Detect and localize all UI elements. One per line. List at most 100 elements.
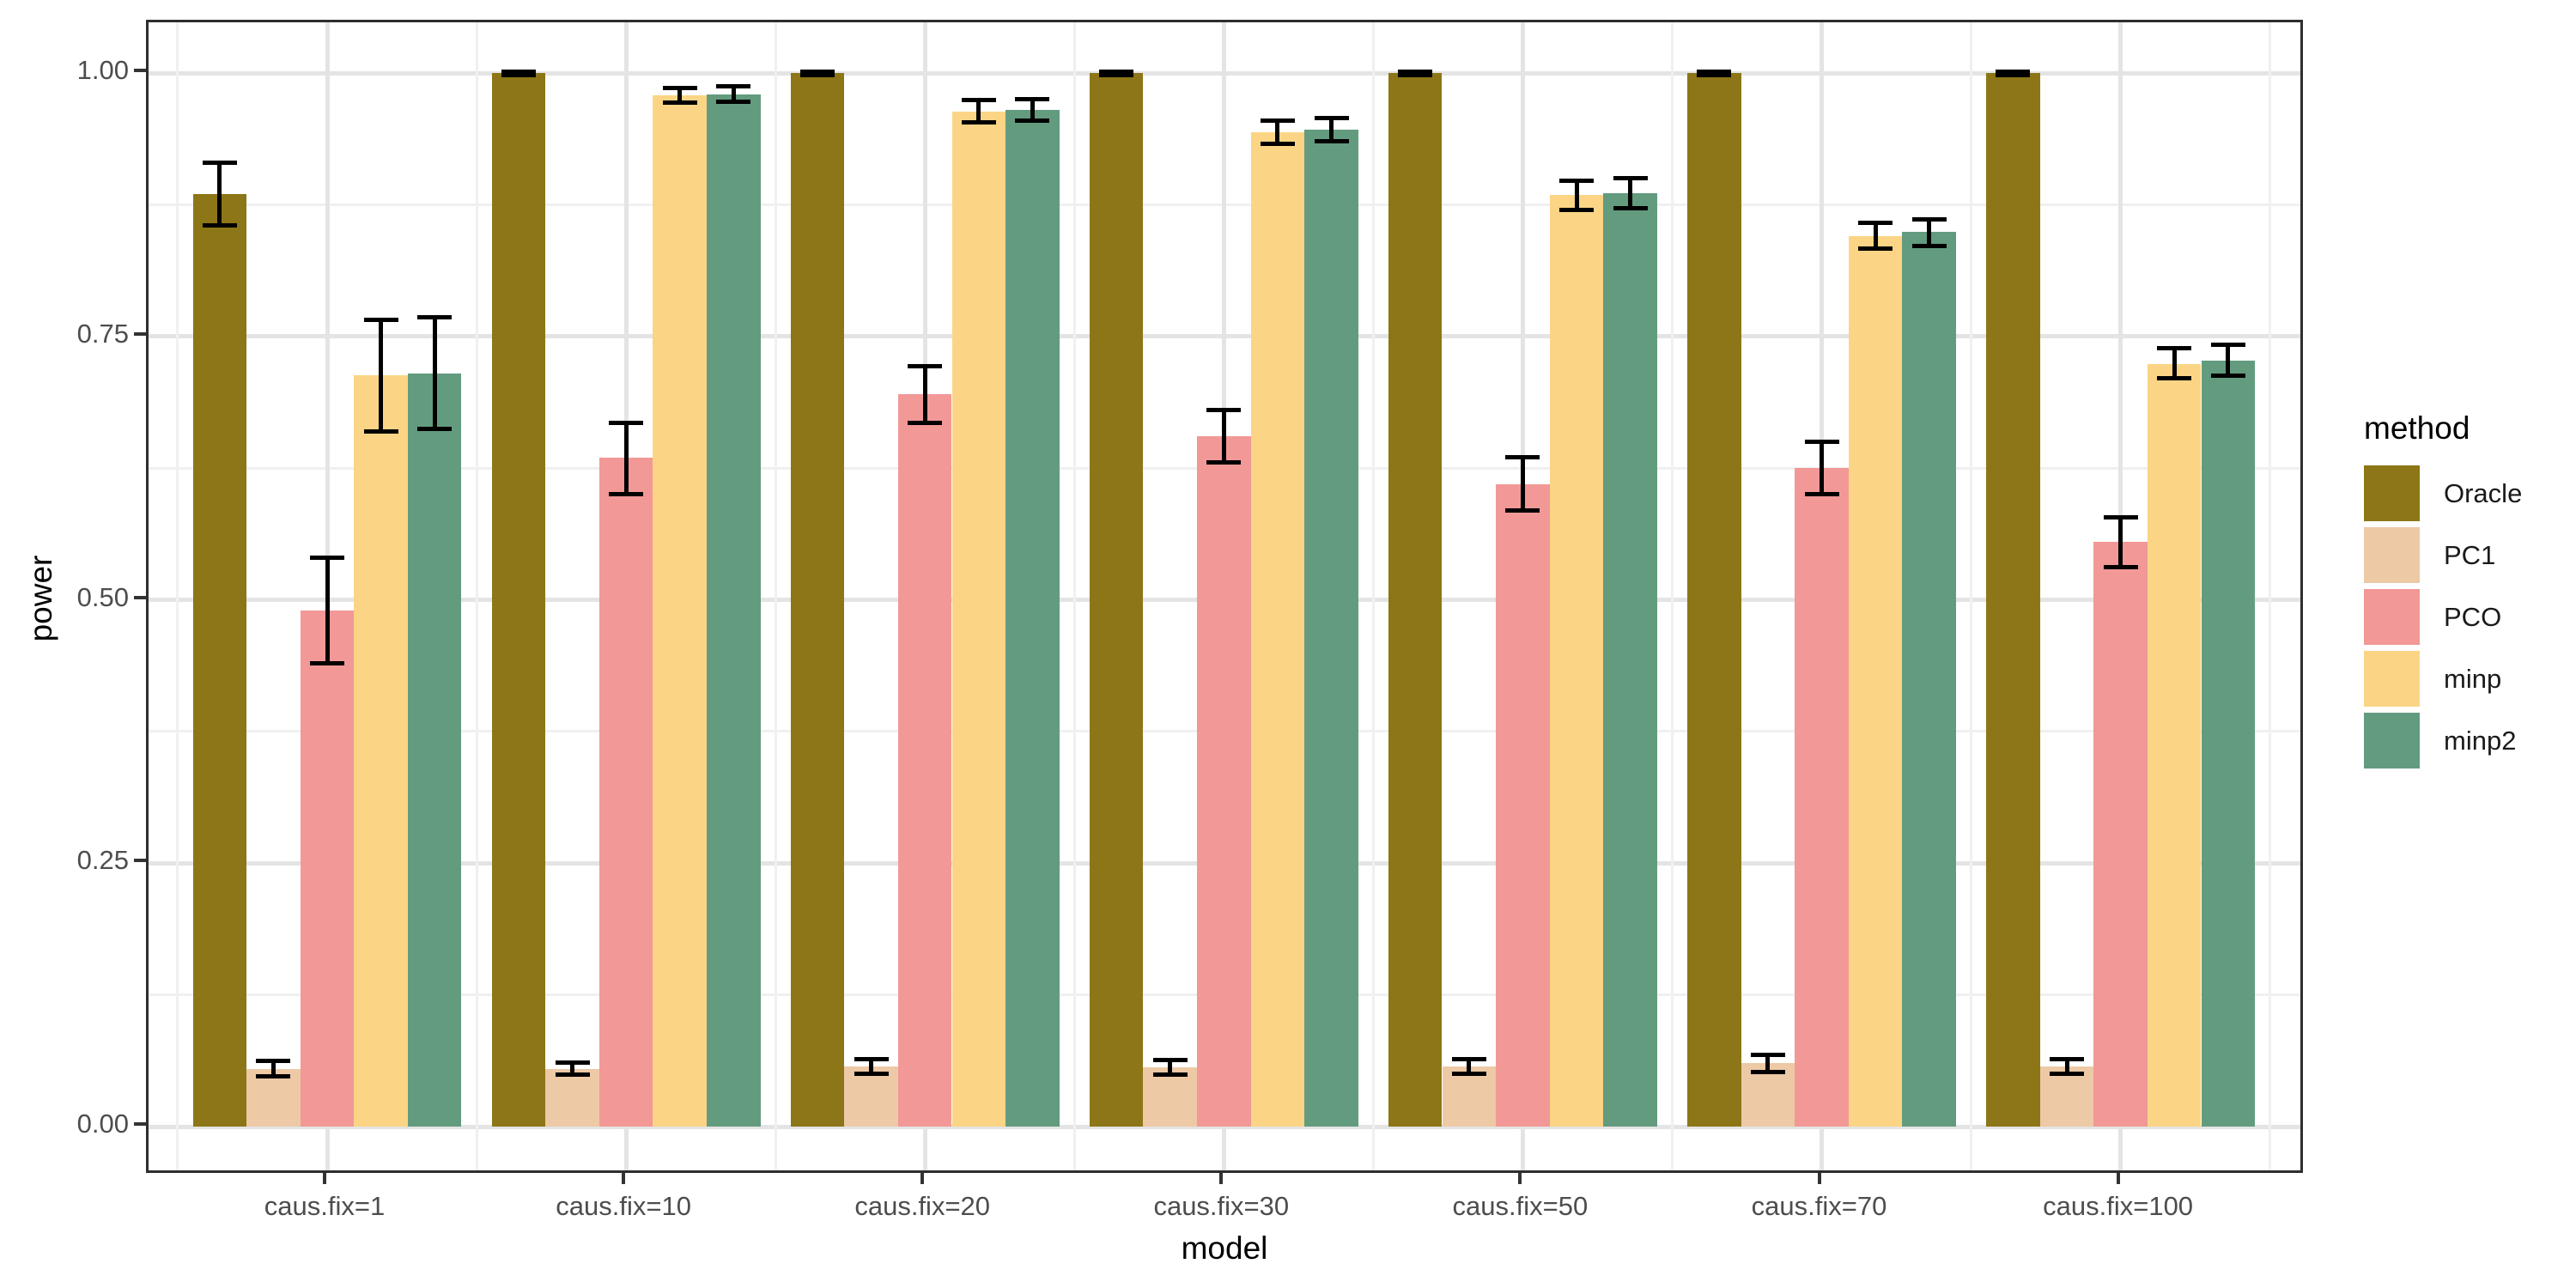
- error-bar-line-minp2: [432, 317, 437, 429]
- bar-PC1: [1442, 1066, 1497, 1127]
- bar-Oracle: [1388, 73, 1443, 1127]
- bar-PCO: [2093, 542, 2148, 1127]
- y-tick-mark: [134, 859, 146, 863]
- error-bar-cap-top-minp: [1260, 118, 1295, 123]
- error-bar-line-PCO: [325, 557, 330, 664]
- y-tick-label: 0.75: [76, 318, 129, 349]
- y-tick-mark: [134, 1122, 146, 1126]
- error-bar-cap-bottom-minp2: [1314, 139, 1349, 144]
- error-bar-cap-bottom-PCO: [1804, 492, 1839, 497]
- error-bar-line-minp2: [2226, 344, 2231, 376]
- error-bar-cap-bottom-PC1: [854, 1072, 889, 1077]
- error-bar-cap-top-Oracle: [1697, 70, 1732, 75]
- bar-minp2: [1005, 109, 1060, 1127]
- error-bar-line-PCO: [922, 366, 927, 423]
- error-bar-cap-bottom-Oracle: [202, 223, 237, 228]
- gridline-minor-x: [774, 22, 777, 1170]
- y-tick-label: 0.00: [76, 1109, 129, 1139]
- bar-minp2: [1304, 130, 1358, 1127]
- error-bar-line-PC1: [1765, 1054, 1771, 1072]
- bar-minp: [1250, 131, 1305, 1127]
- legend-title: method: [2364, 410, 2470, 446]
- error-bar-cap-top-minp2: [716, 84, 751, 89]
- x-tick-label: caus.fix=70: [1751, 1191, 1887, 1221]
- error-bar-cap-bottom-PC1: [1451, 1072, 1486, 1077]
- error-bar-line-minp: [677, 88, 683, 103]
- error-bar-cap-top-Oracle: [202, 160, 237, 165]
- error-bar-cap-bottom-minp: [1260, 141, 1295, 146]
- legend: method Oracle PC1 PCO minp minp2: [2364, 410, 2522, 775]
- error-bar-cap-top-minp: [363, 317, 398, 322]
- error-bar-cap-top-PC1: [1750, 1053, 1785, 1058]
- error-bar-cap-bottom-minp2: [1015, 118, 1050, 123]
- error-bar-cap-top-PC1: [854, 1056, 889, 1061]
- error-bar-cap-bottom-minp2: [417, 427, 453, 432]
- error-bar-line-PCO: [1820, 441, 1824, 495]
- error-bar-cap-top-minp2: [1015, 97, 1050, 102]
- error-bar-cap-top-minp: [1559, 178, 1594, 183]
- error-bar-cap-bottom-Oracle: [1697, 72, 1732, 77]
- legend-key-label: Oracle: [2444, 477, 2523, 508]
- error-bar-line-minp2: [1030, 99, 1035, 121]
- error-bar-cap-bottom-PCO: [1206, 460, 1242, 465]
- error-bar-line-PC1: [570, 1062, 574, 1075]
- bar-PCO: [598, 457, 653, 1127]
- legend-item: PC1: [2364, 527, 2522, 583]
- error-bar-cap-bottom-PCO: [2103, 564, 2138, 569]
- error-bar-line-minp: [1873, 222, 1878, 249]
- error-bar-line-minp: [379, 319, 384, 432]
- error-bar-cap-bottom-PC1: [555, 1072, 590, 1078]
- error-bar-cap-top-minp: [662, 85, 697, 90]
- legend-key-minp: [2364, 651, 2420, 707]
- error-bar-cap-bottom-minp: [1559, 208, 1594, 212]
- legend-item: minp: [2364, 651, 2522, 707]
- gridline-minor-x: [1371, 22, 1375, 1170]
- error-bar-cap-bottom-minp: [1858, 246, 1893, 252]
- error-bar-cap-top-minp: [1858, 220, 1893, 225]
- gridline-minor-x: [2269, 22, 2272, 1170]
- y-tick-mark: [134, 595, 146, 599]
- error-bar-cap-top-Oracle: [1996, 70, 2031, 75]
- bar-minp2: [707, 94, 761, 1127]
- bar-PCO: [1795, 468, 1849, 1127]
- error-bar-cap-top-minp2: [1911, 217, 1947, 222]
- gridline-minor-x: [475, 22, 478, 1170]
- legend-key-label: PC1: [2444, 539, 2496, 570]
- gridline-minor-x: [1970, 22, 1973, 1170]
- gridline-minor-x: [1072, 22, 1076, 1170]
- error-bar-cap-top-PC1: [555, 1060, 590, 1065]
- error-bar-cap-bottom-PCO: [609, 492, 644, 497]
- error-bar-cap-top-PCO: [609, 420, 644, 425]
- x-tick-label: caus.fix=20: [854, 1191, 991, 1221]
- error-bar-line-minp: [976, 100, 981, 123]
- legend-key-label: minp: [2444, 663, 2502, 694]
- error-bar-cap-bottom-minp2: [716, 99, 751, 104]
- error-bar-line-PC1: [1168, 1060, 1173, 1075]
- y-tick-label: 0.25: [76, 845, 129, 876]
- y-tick-label: 0.50: [76, 581, 129, 612]
- error-bar-cap-bottom-minp2: [1911, 243, 1947, 248]
- error-bar-line-PC1: [1467, 1059, 1472, 1074]
- y-tick-mark: [134, 69, 146, 72]
- legend-key-label: PCO: [2444, 601, 2502, 632]
- error-bar-line-PC1: [869, 1059, 874, 1074]
- error-bar-cap-bottom-minp2: [2210, 373, 2245, 378]
- error-bar-line-PC1: [270, 1060, 276, 1077]
- error-bar-cap-top-Oracle: [501, 70, 536, 75]
- error-bar-cap-bottom-PCO: [908, 420, 943, 425]
- x-tick-label: caus.fix=100: [2043, 1191, 2194, 1221]
- error-bar-cap-top-PCO: [908, 363, 943, 368]
- bar-Oracle: [1687, 73, 1741, 1127]
- legend-item: PCO: [2364, 589, 2522, 645]
- error-bar-line-Oracle: [217, 162, 222, 226]
- error-bar-cap-bottom-Oracle: [501, 72, 536, 77]
- error-bar-cap-bottom-minp: [363, 428, 398, 434]
- error-bar-cap-top-PCO: [1804, 439, 1839, 444]
- error-bar-cap-bottom-Oracle: [800, 72, 835, 77]
- bar-Oracle: [1986, 73, 2040, 1127]
- x-tick-mark: [2116, 1173, 2120, 1184]
- error-bar-cap-top-PC1: [1451, 1056, 1486, 1061]
- error-bar-cap-top-Oracle: [800, 70, 835, 75]
- x-axis-title: model: [1181, 1230, 1268, 1266]
- bar-minp2: [1603, 192, 1657, 1127]
